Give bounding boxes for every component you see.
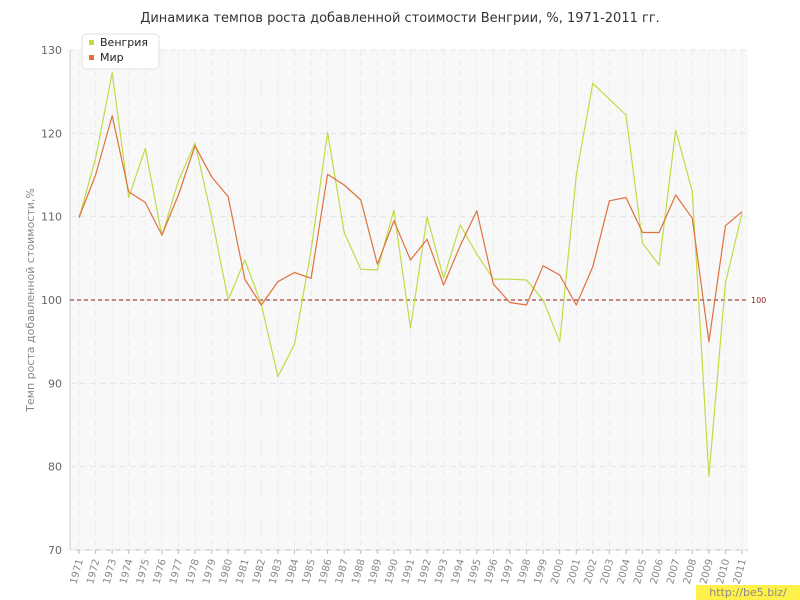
reference-line-label: 100 [751, 296, 766, 305]
y-tick-label: 120 [41, 127, 62, 140]
reference-line-group: 100 [70, 296, 766, 305]
legend-marker [89, 40, 94, 45]
y-tick-label: 130 [41, 44, 62, 57]
legend-marker [89, 55, 94, 60]
series-line-2 [78, 115, 743, 343]
watermark-background [696, 585, 800, 600]
y-axis-ticks: 70 80 90 100 110 120 130 [41, 44, 62, 557]
y-tick-label: 80 [48, 461, 62, 474]
legend: Венгрия Мир [81, 33, 160, 70]
y-tick-label: 70 [48, 544, 62, 557]
legend-box [81, 33, 160, 70]
y-tick-label: 110 [41, 211, 62, 224]
y-axis-label: Темп роста добавленной стоимости,% [24, 188, 37, 413]
watermark: http://be5.biz/ [696, 585, 800, 600]
legend-label: Венгрия [100, 36, 148, 49]
watermark-text: http://be5.biz/ [709, 586, 787, 599]
y-tick-label: 90 [48, 377, 62, 390]
series-lines [78, 71, 743, 478]
chart-title: Динамика темпов роста добавленной стоимо… [140, 11, 660, 26]
y-tick-label: 100 [41, 294, 62, 307]
series-line-1 [78, 71, 743, 478]
legend-label: Мир [100, 51, 124, 64]
